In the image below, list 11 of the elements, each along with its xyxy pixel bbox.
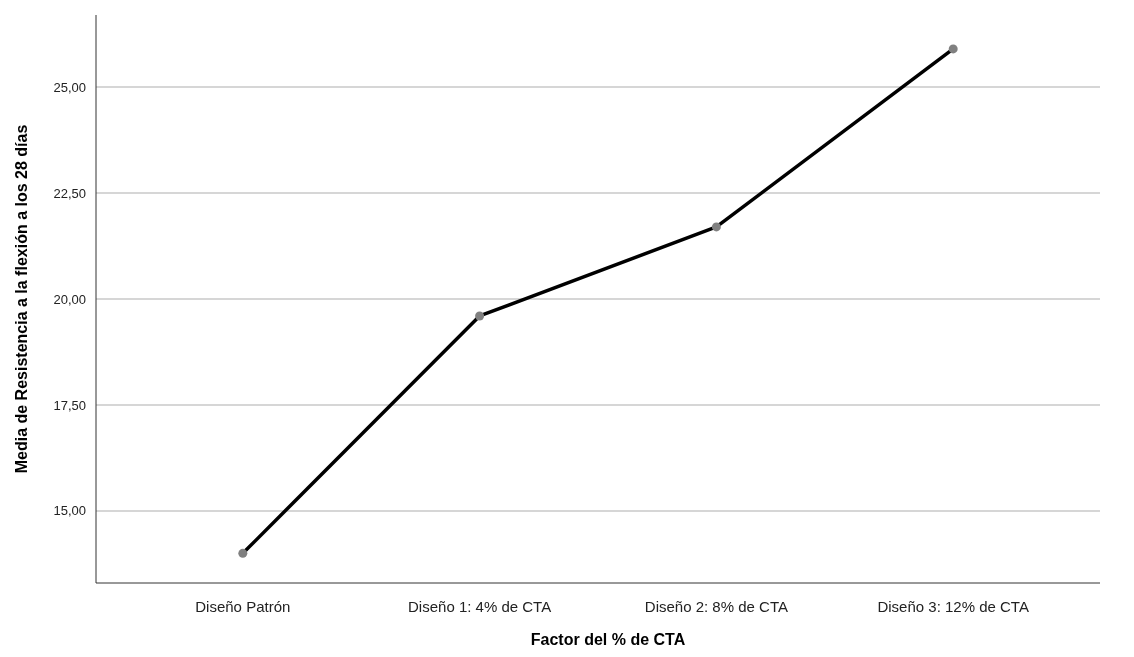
x-tick-label: Diseño Patrón (195, 598, 291, 615)
x-tick-label: Diseño 2: 8% de CTA (644, 598, 788, 615)
y-tick-label: 15,00 (53, 503, 86, 519)
y-tick-label: 17,50 (53, 397, 86, 413)
y-axis-title: Media de Resistencia a la flexión a los 28 días (13, 124, 30, 474)
y-tick-label: 22,50 (53, 185, 86, 201)
x-tick-label: Diseño 1: 4% de CTA (408, 598, 552, 615)
x-axis-title: Factor del % de CTA (530, 631, 686, 648)
y-tick-label: 20,00 (53, 291, 86, 307)
x-tick-label: Diseño 3: 12% de CTA (877, 598, 1029, 615)
y-tick-label: 25,00 (53, 79, 86, 95)
